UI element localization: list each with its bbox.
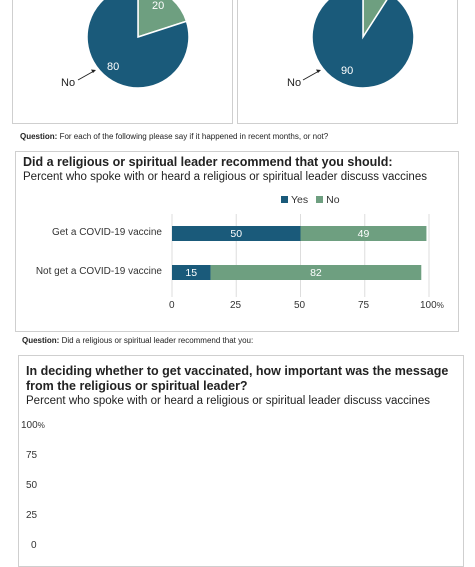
column-chart-title: In deciding whether to get vaccinated, h… [26, 364, 448, 394]
bar-chart-title: Did a religious or spiritual leader reco… [23, 155, 393, 169]
bar-tick-50: 50 [294, 300, 306, 311]
legend-yes: Yes [281, 194, 308, 206]
pie-1-callout-arrow [91, 69, 96, 73]
col-tick-75: 75 [26, 450, 38, 461]
legend-no: No [316, 194, 340, 206]
pie-2-slice-yes [362, 0, 388, 40]
question-1-text: For each of the following please say if … [59, 132, 329, 141]
col-tick-25: 25 [26, 510, 38, 521]
bar-no-1 [210, 265, 422, 280]
col-tick-0: 0 [31, 540, 37, 551]
pie-2-callout-label: No [287, 77, 302, 89]
bar-chart-panel [15, 151, 459, 332]
column-chart-subtitle: Percent who spoke with or heard a religi… [26, 395, 430, 407]
pie-2-callout-arrow [316, 69, 321, 73]
col-tick-100: 100% [21, 420, 45, 431]
bar-tick-25: 25 [230, 300, 242, 311]
column-chart-title-line1: In deciding whether to get vaccinated, h… [26, 364, 449, 378]
question-2-prefix: Question: [22, 336, 60, 345]
bar-yes-1-label: 15 [185, 267, 197, 279]
pie-charts-svg [77, 0, 415, 89]
bar-tick-100: 100% [420, 300, 444, 311]
col-tick-unit: % [37, 421, 45, 430]
legend-yes-label: Yes [291, 194, 309, 206]
pie-1-slice-yes [137, 0, 188, 39]
pie-1-callout-line [77, 70, 95, 81]
pie-2-callout-line [302, 70, 320, 81]
column-chart-panel [18, 355, 464, 567]
pie-2-slice-no [311, 0, 415, 89]
bar-no-0-label: 49 [358, 228, 370, 240]
pie-1-callout-label: No [61, 77, 76, 89]
col-tick-100-value: 100 [21, 420, 38, 431]
bar-tick-0: 0 [169, 300, 175, 311]
pie-1-slice-no [86, 0, 190, 89]
bar-yes-0-label: 50 [230, 228, 242, 240]
bar-chart-subtitle: Percent who spoke with or heard a religi… [23, 171, 427, 183]
bar-tick-75: 75 [358, 300, 370, 311]
bar-no-0 [300, 226, 427, 241]
bar-yes-0 [172, 226, 301, 241]
question-1-prefix: Question: [20, 132, 58, 141]
bar-tick-100-value: 100 [420, 300, 437, 311]
col-tick-50: 50 [26, 480, 38, 491]
pie-1-no-label: 80 [107, 61, 120, 73]
question-2-text: Did a religious or spiritual leader reco… [61, 336, 254, 345]
pie-2-no-label: 90 [341, 65, 354, 77]
bar-category-1: Not get a COVID-19 vaccine [35, 266, 162, 277]
bar-no-1-label: 82 [310, 267, 322, 279]
bar-chart-legend: Yes No [281, 194, 340, 206]
pie-1-yes-label: 20 [152, 0, 165, 12]
bar-tick-unit: % [436, 301, 444, 310]
question-1: Question: For each of the following plea… [20, 132, 328, 141]
legend-no-swatch [316, 196, 324, 203]
legend-yes-swatch [281, 196, 288, 203]
question-2: Question: Did a religious or spiritual l… [22, 336, 253, 345]
bar-yes-1 [172, 265, 211, 280]
pie-2-yes-label: 9 [368, 0, 374, 3]
bar-category-0: Get a COVID-19 vaccine [51, 227, 162, 238]
legend-no-label: No [326, 194, 340, 206]
column-chart-title-line2: from the religious or spiritual leader? [26, 379, 248, 393]
